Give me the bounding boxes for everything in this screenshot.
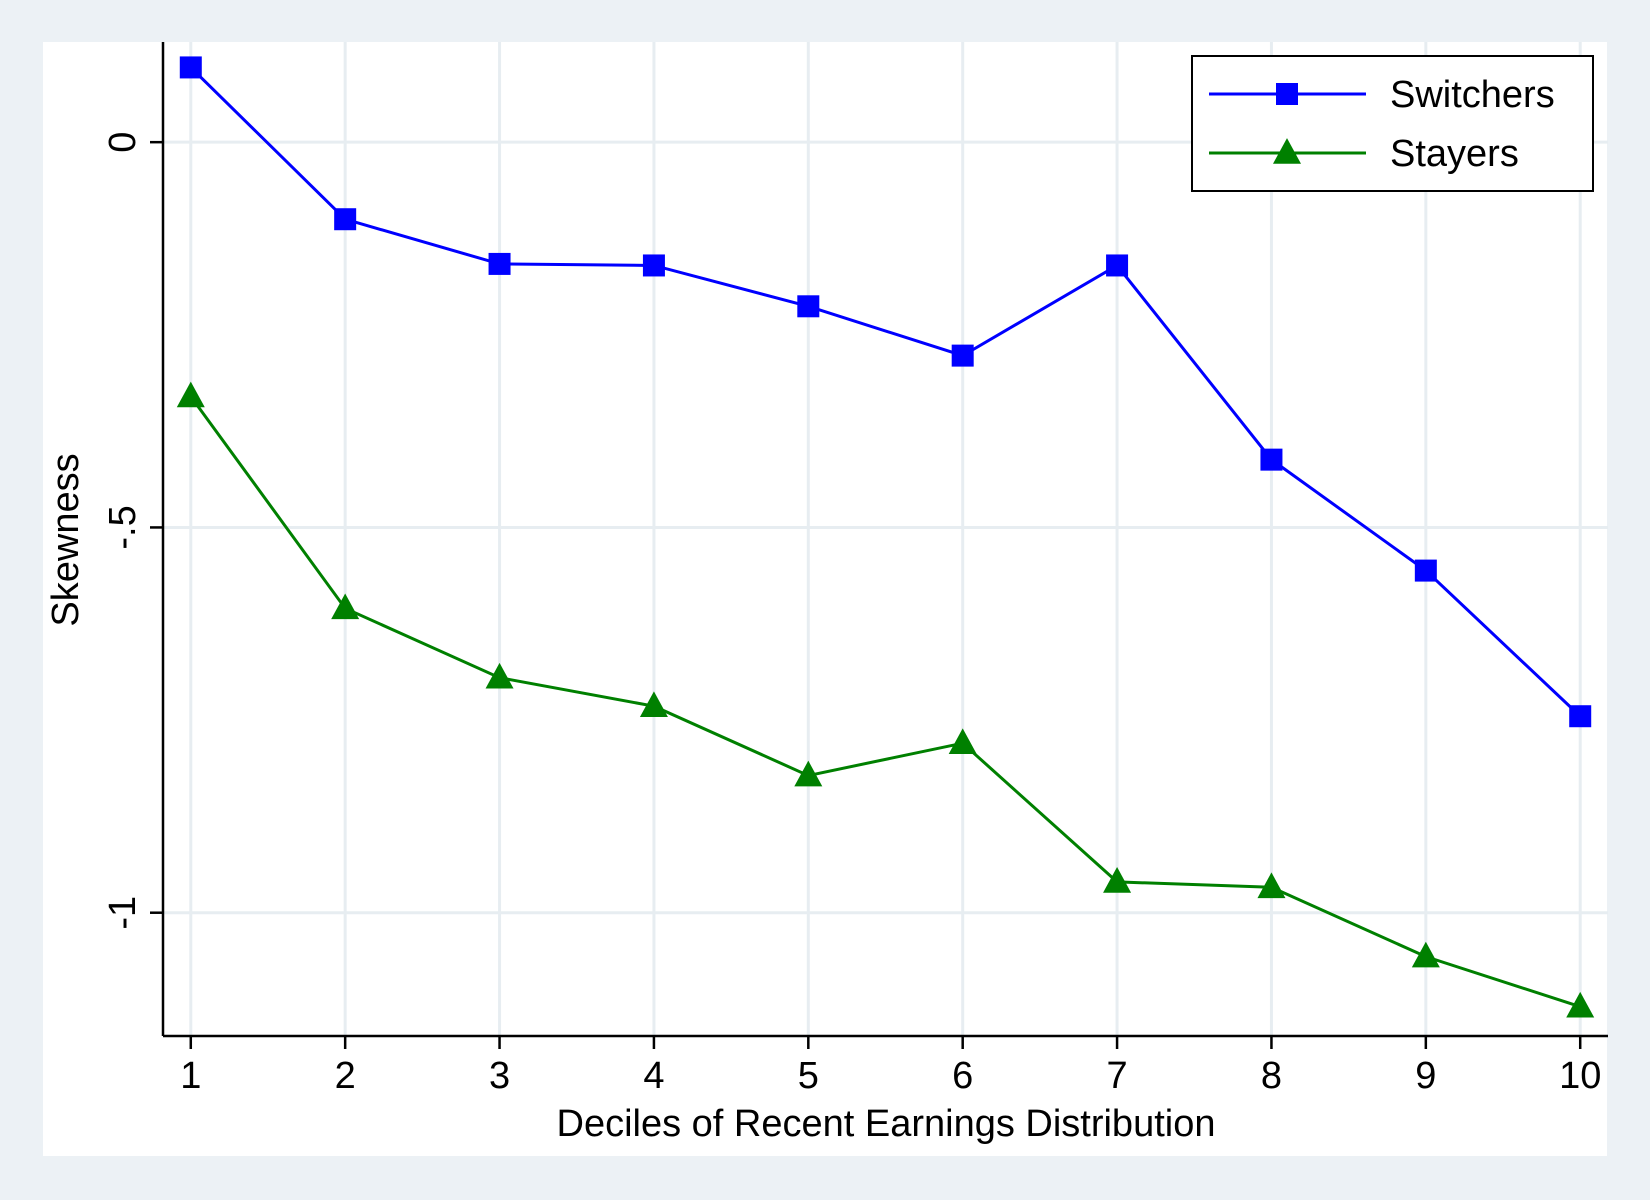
x-tick-label-10: 10	[1559, 1055, 1601, 1097]
legend-label-switchers: Switchers	[1390, 74, 1555, 116]
y-axis-title: Skewness	[45, 453, 87, 626]
stayers-marker-3	[485, 662, 514, 689]
stayers-marker-8	[1257, 872, 1286, 899]
stayers-line	[189, 395, 1581, 1009]
x-tick-label-5: 5	[798, 1055, 819, 1097]
stayers-marker-9	[1411, 941, 1440, 968]
stayers-marker-7	[1103, 867, 1132, 893]
switchers-marker-5	[797, 295, 820, 318]
switchers-marker-6	[951, 344, 974, 367]
legend-marker-switchers	[1276, 83, 1298, 105]
x-tick-label-2: 2	[335, 1055, 356, 1097]
switchers-marker-4	[642, 254, 665, 277]
x-tick-label-4: 4	[643, 1055, 664, 1097]
switchers-marker-2	[334, 208, 357, 231]
x-tick-label-8: 8	[1261, 1055, 1282, 1097]
y-tick-label-0: 0	[102, 132, 144, 153]
labels-layer: Skewness Deciles of Recent Earnings Dist…	[45, 453, 1215, 1145]
switchers-marker-1	[179, 56, 202, 79]
x-axis-title: Deciles of Recent Earnings Distribution	[557, 1103, 1216, 1145]
stayers-marker-1	[176, 381, 205, 408]
stayers-marker-10	[1566, 991, 1595, 1018]
series-switchers	[179, 56, 1592, 728]
x-tick-label-6: 6	[952, 1055, 973, 1097]
switchers-marker-9	[1414, 559, 1437, 582]
switchers-marker-10	[1569, 705, 1592, 728]
x-tick-label-7: 7	[1107, 1055, 1128, 1097]
y-tick-label--.5: -.5	[102, 505, 144, 549]
stayers-marker-5	[794, 760, 823, 787]
axes-layer: 1 2 3 4 5 6 7 8 9 10 0 -.5 -1	[102, 42, 1608, 1097]
series-layer	[176, 56, 1595, 1018]
x-tick-label-3: 3	[489, 1055, 510, 1097]
series-stayers	[176, 381, 1595, 1018]
legend-marker-stayers	[1273, 138, 1301, 164]
stayers-marker-4	[639, 691, 668, 718]
legend-item-stayers: Stayers	[1209, 133, 1519, 175]
plot-region-background	[43, 42, 1607, 1156]
legend-label-stayers: Stayers	[1390, 133, 1519, 175]
stayers-marker-6	[948, 728, 977, 754]
switchers-marker-3	[488, 252, 511, 275]
switchers-marker-7	[1106, 254, 1129, 277]
stayers-marker-2	[331, 593, 360, 620]
switchers-marker-8	[1260, 448, 1283, 471]
legend: Switchers Stayers	[1191, 55, 1594, 192]
x-tick-label-1: 1	[180, 1055, 201, 1097]
x-tick-label-9: 9	[1415, 1055, 1436, 1097]
switchers-line	[189, 66, 1582, 718]
legend-box	[1191, 55, 1594, 192]
legend-item-switchers: Switchers	[1209, 74, 1555, 116]
y-tick-label--1: -1	[102, 896, 144, 930]
